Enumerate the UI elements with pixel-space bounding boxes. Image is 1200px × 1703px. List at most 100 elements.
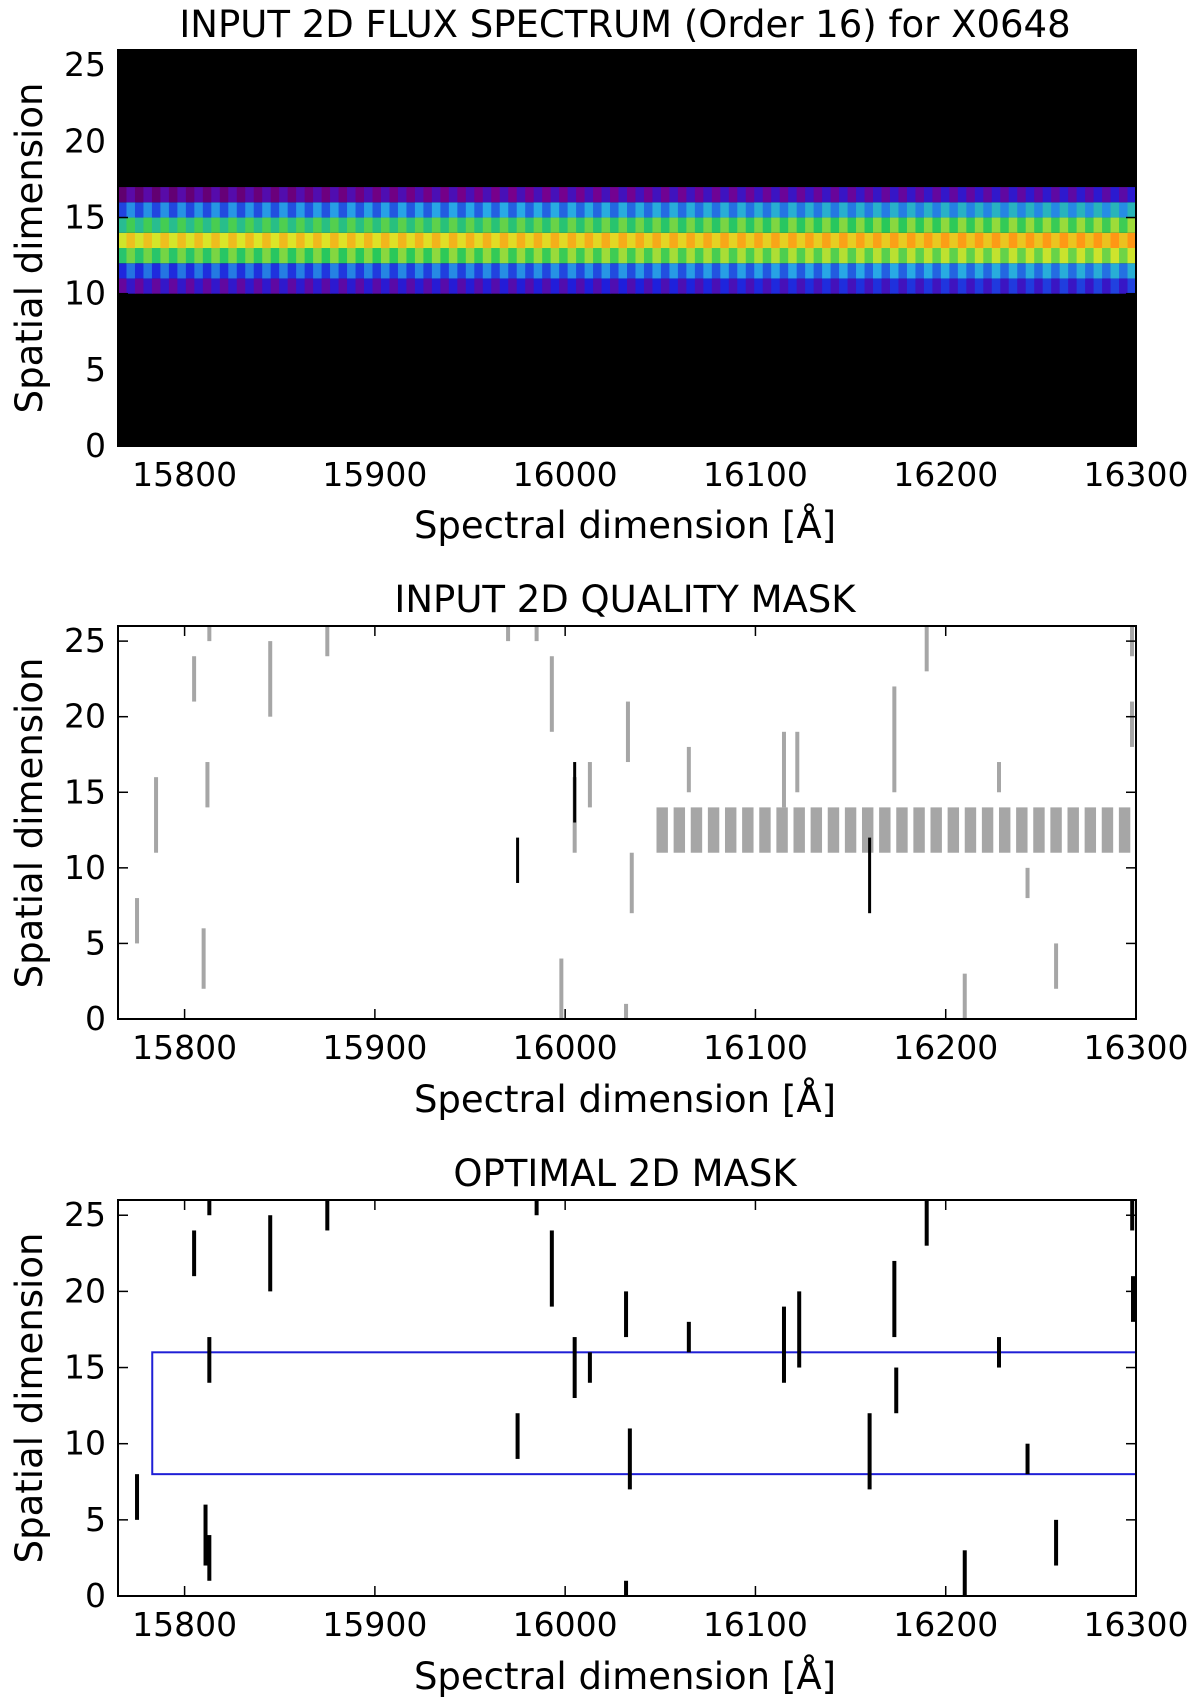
heatmap-cell: [448, 217, 458, 233]
heatmap-cell: [338, 187, 348, 203]
heatmap-cell: [151, 202, 161, 218]
heatmap-cell: [440, 248, 450, 264]
heatmap-cell: [245, 278, 255, 294]
heatmap-cell: [1008, 217, 1018, 233]
heatmap-cell: [414, 278, 424, 294]
heatmap-cell: [134, 232, 144, 248]
heatmap-cell: [262, 202, 272, 218]
heatmap-cell: [1110, 232, 1120, 248]
heatmap-cell: [211, 278, 221, 294]
heatmap-cell: [1085, 202, 1095, 218]
heatmap-cell: [991, 232, 1001, 248]
heatmap-cell: [1042, 202, 1052, 218]
heatmap-cell: [915, 248, 925, 264]
heatmap-cell: [940, 187, 950, 203]
heatmap-cell: [134, 263, 144, 279]
heatmap-cell: [940, 202, 950, 218]
heatmap-cell: [864, 248, 874, 264]
heatmap-cell: [686, 248, 696, 264]
y-tick-label: 5: [85, 350, 106, 389]
heatmap-cell: [745, 232, 755, 248]
heatmap-cell: [694, 278, 704, 294]
heatmap-cell: [1017, 217, 1027, 233]
heatmap-cell: [1017, 187, 1027, 203]
heatmap-cell: [559, 278, 569, 294]
heatmap-cell: [313, 278, 323, 294]
heatmap-cell: [347, 232, 357, 248]
heatmap-cell: [873, 202, 882, 218]
heatmap-cell: [338, 278, 348, 294]
heatmap-cell: [168, 248, 178, 264]
heatmap-cell: [228, 217, 238, 233]
heatmap-cell: [270, 278, 280, 294]
heatmap-cell: [389, 248, 399, 264]
heatmap-cell: [957, 248, 967, 264]
heatmap-cell: [711, 217, 721, 233]
heatmap-cell: [1110, 187, 1120, 203]
heatmap-cell: [847, 263, 857, 279]
heatmap-cell: [448, 202, 458, 218]
heatmap-cell: [966, 263, 976, 279]
heatmap-cell: [1000, 202, 1010, 218]
heatmap-cell: [728, 248, 738, 264]
mask-black-segment: [1054, 1519, 1059, 1566]
heatmap-cell: [355, 232, 365, 248]
heatmap-cell: [932, 232, 942, 248]
heatmap-cell: [567, 248, 577, 264]
heatmap-cell: [491, 248, 501, 264]
heatmap-cell: [923, 187, 933, 203]
heatmap-cell: [440, 263, 450, 279]
heatmap-cell: [202, 278, 212, 294]
heatmap-cell: [559, 187, 569, 203]
heatmap-cell: [440, 232, 450, 248]
heatmap-cell: [737, 187, 747, 203]
heatmap-cell: [279, 202, 289, 218]
heatmap-cell: [151, 278, 161, 294]
heatmap-cell: [364, 232, 373, 248]
heatmap-cell: [898, 217, 908, 233]
heatmap-cell: [796, 278, 806, 294]
heatmap-cell: [830, 263, 840, 279]
heatmap-cell: [703, 217, 713, 233]
heatmap-cell: [983, 232, 993, 248]
heatmap-cell: [253, 232, 263, 248]
heatmap-cell: [652, 263, 662, 279]
heatmap-cell: [830, 187, 840, 203]
heatmap-cell: [822, 263, 832, 279]
heatmap-cell: [516, 248, 526, 264]
heatmap-cell: [694, 187, 704, 203]
heatmap-cell: [898, 187, 908, 203]
heatmap-cell: [304, 232, 314, 248]
heatmap-cell: [474, 263, 484, 279]
heatmap-cell: [1008, 248, 1018, 264]
heatmap-cell: [516, 232, 526, 248]
heatmap-cell: [601, 202, 611, 218]
heatmap-cell: [618, 202, 628, 218]
mask-gray-segment: [892, 686, 897, 793]
heatmap-cell: [1059, 232, 1069, 248]
mask-gray-segment: [201, 928, 206, 989]
heatmap-cell: [525, 217, 535, 233]
mask-black-segment: [924, 1200, 929, 1246]
heatmap-cell: [754, 232, 764, 248]
heatmap-cell: [134, 248, 144, 264]
y-tick-label: 5: [85, 1500, 106, 1539]
heatmap-cell: [185, 202, 195, 218]
heatmap-cell: [593, 263, 603, 279]
heatmap-cell: [516, 278, 526, 294]
heatmap-cell: [118, 217, 127, 233]
heatmap-cell: [1085, 217, 1095, 233]
heatmap-cell: [889, 248, 899, 264]
heatmap-cell: [364, 202, 373, 218]
mask-black-segment: [268, 1215, 273, 1292]
heatmap-cell: [1051, 217, 1061, 233]
heatmap-cell: [508, 217, 518, 233]
heatmap-cell: [957, 217, 967, 233]
heatmap-cell: [889, 217, 899, 233]
heatmap-cell: [364, 278, 373, 294]
heatmap-cell: [1102, 187, 1112, 203]
heatmap-cell: [177, 263, 187, 279]
heatmap-cell: [202, 202, 212, 218]
heatmap-cell: [1068, 263, 1078, 279]
heatmap-cell: [711, 278, 721, 294]
